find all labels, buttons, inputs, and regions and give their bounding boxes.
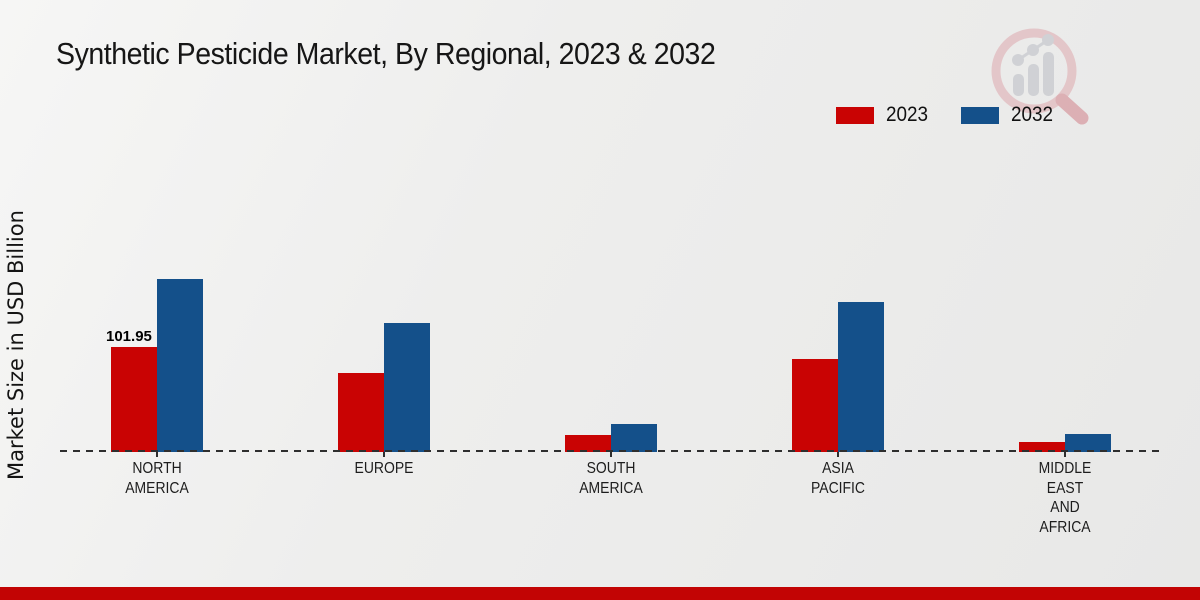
bar-2032-europe bbox=[384, 323, 430, 452]
logo-bar-2 bbox=[1028, 64, 1039, 96]
x-axis-tick bbox=[156, 452, 158, 457]
category-label-middle-east-and-africa: MIDDLE EAST AND AFRICA bbox=[1038, 460, 1092, 536]
category-label-north-america: NORTH AMERICA bbox=[125, 460, 189, 497]
category-label-asia-pacific: ASIA PACIFIC bbox=[811, 460, 865, 497]
logo-bar-3 bbox=[1043, 52, 1054, 96]
x-axis-tick bbox=[1064, 452, 1066, 457]
x-axis-tick bbox=[837, 452, 839, 457]
bar-2023-europe bbox=[338, 373, 384, 452]
x-axis-tick bbox=[610, 452, 612, 457]
chart-title: Synthetic Pesticide Market, By Regional,… bbox=[56, 36, 716, 71]
magnifier-bar-chart-logo bbox=[982, 24, 1094, 131]
footer-red-band bbox=[0, 587, 1200, 600]
bar-2032-middle-east-and-africa bbox=[1065, 434, 1111, 452]
bar-2032-north-america bbox=[157, 279, 203, 452]
logo-dot-1 bbox=[1012, 54, 1024, 66]
logo-dot-3 bbox=[1042, 34, 1054, 46]
magnifier-ring bbox=[991, 28, 1077, 114]
logo-bar-1 bbox=[1013, 74, 1024, 96]
legend-label-2023: 2023 bbox=[886, 103, 929, 126]
legend-label-2032: 2032 bbox=[1010, 103, 1053, 126]
legend-swatch-2023 bbox=[836, 106, 874, 124]
bar-2023-asia-pacific bbox=[792, 359, 838, 452]
data-label-101.95: 101.95 bbox=[106, 328, 152, 345]
legend: 2023 2032 bbox=[836, 103, 1057, 127]
bar-2032-south-america bbox=[611, 424, 657, 452]
legend-item-2032: 2032 bbox=[960, 103, 1058, 127]
legend-item-2023: 2023 bbox=[836, 103, 933, 127]
zero-baseline-dashed bbox=[60, 450, 1164, 452]
category-label-south-america: SOUTH AMERICA bbox=[579, 460, 643, 497]
logo-dot-2 bbox=[1027, 44, 1039, 56]
x-axis-tick bbox=[383, 452, 385, 457]
magnifier-handle bbox=[1055, 93, 1089, 125]
category-label-europe: EUROPE bbox=[354, 460, 414, 477]
bar-2023-middle-east-and-africa bbox=[1019, 442, 1065, 452]
legend-swatch-2032 bbox=[960, 106, 999, 124]
bar-2023-south-america bbox=[565, 435, 611, 452]
bar-2032-asia-pacific bbox=[838, 302, 884, 452]
bar-2023-north-america bbox=[111, 347, 157, 452]
